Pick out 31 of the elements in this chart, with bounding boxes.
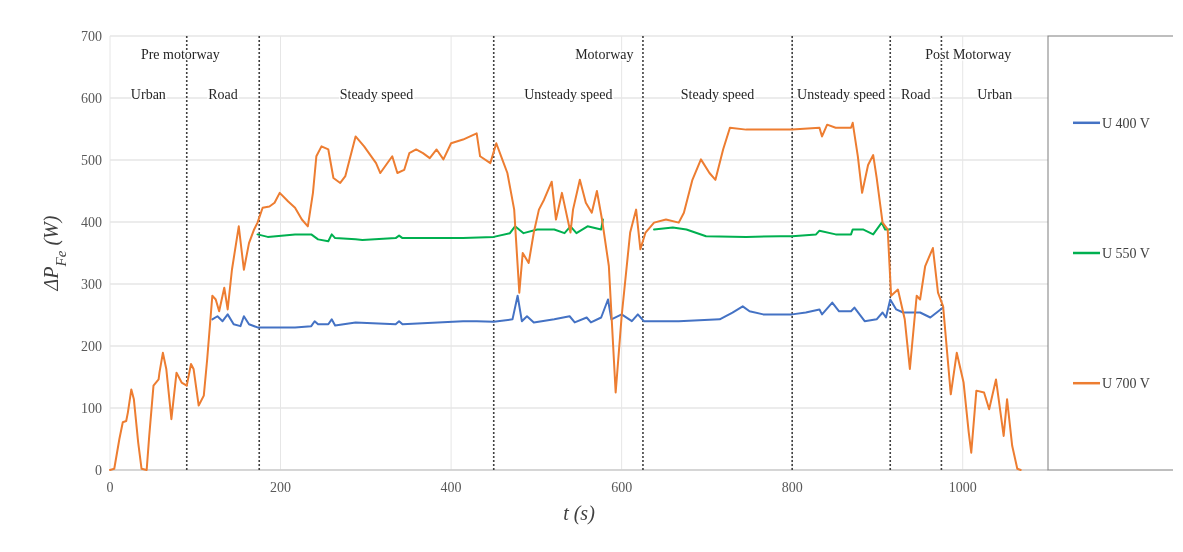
annotation: Pre motorway [140, 47, 220, 62]
y-tick-label: 500 [81, 153, 102, 168]
x-tick-label: 200 [270, 480, 292, 495]
annotation: Road [208, 87, 238, 102]
x-tick-label: 0 [106, 480, 114, 495]
legend-label: U 400 V [1102, 115, 1150, 131]
x-axis-title: t (s) [563, 502, 596, 525]
x-tick-label: 1000 [948, 480, 977, 495]
x-tick-label: 800 [781, 480, 803, 495]
x-tick-label: 400 [440, 480, 462, 495]
x-tick-label: 600 [611, 480, 633, 495]
annotation: Unsteady speed [797, 87, 886, 102]
annotation: Urban [130, 87, 166, 102]
y-tick-label: 100 [81, 401, 102, 416]
line-series [109, 121, 1022, 471]
y-tick-label: 700 [81, 29, 102, 44]
annotation: Motorway [575, 47, 634, 62]
annotation: Urban [977, 87, 1013, 102]
annotation: Post Motorway [925, 47, 1012, 62]
y-tick-label: 300 [81, 277, 102, 292]
y-tick-label: 0 [95, 463, 102, 478]
legend-label: U 700 V [1102, 376, 1150, 392]
y-tick-label: 400 [81, 215, 102, 230]
annotation: Steady speed [339, 87, 414, 102]
annotation: Steady speed [680, 87, 755, 102]
y-tick-label: 200 [81, 339, 102, 354]
legend-label: U 550 V [1102, 246, 1150, 261]
annotation: Unsteady speed [524, 87, 613, 102]
annotation: Road [901, 87, 931, 102]
y-tick-label: 600 [81, 91, 102, 106]
line-series [211, 294, 945, 329]
